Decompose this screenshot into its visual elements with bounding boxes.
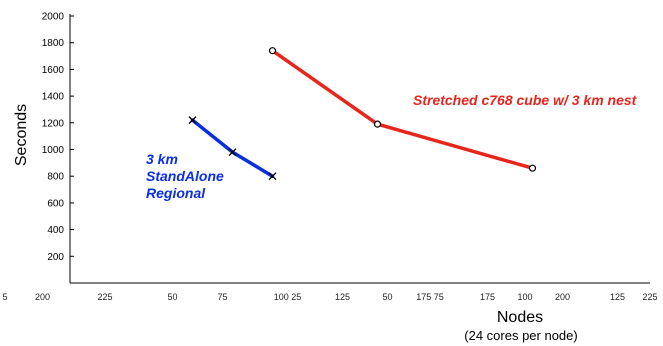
data-point-marker-x [268, 172, 277, 181]
x-axis-title: Nodes [497, 309, 543, 326]
data-point-marker-x [228, 148, 237, 157]
x-tick-label: 125 [335, 292, 350, 302]
y-tick-label: 400 [47, 225, 64, 236]
x-tick-label: 50 [382, 292, 392, 302]
y-tick-label: 1400 [42, 92, 65, 103]
series-line [270, 48, 535, 170]
y-tick-label: 600 [47, 198, 64, 209]
y-tick-label: 800 [47, 172, 64, 183]
y-tick-label: 1600 [42, 65, 65, 76]
x-tick-label: 125 [610, 292, 625, 302]
x-tick-label: 175 75 [416, 292, 444, 302]
x-tick-label: 200 [35, 292, 50, 302]
series-layer [188, 47, 537, 181]
x-tick-label: 100 [517, 292, 532, 302]
x-tick-label: 75 [217, 292, 227, 302]
x-axis-subtitle: (24 cores per node) [464, 328, 577, 343]
data-point-marker-o [528, 164, 537, 172]
series-label: Regional [146, 185, 206, 201]
series-label: 3 km [146, 151, 178, 167]
y-tick-label: 1000 [42, 145, 65, 156]
y-tick-label: 1200 [42, 118, 65, 129]
x-tick-label: 225 [642, 292, 657, 302]
x-tick-label: 100 25 [274, 292, 302, 302]
data-point-marker-o [268, 47, 277, 55]
x-tick-label: 50 [167, 292, 177, 302]
series-label: StandAlone [146, 168, 224, 184]
x-tick-label: 5 [2, 292, 7, 302]
data-point-marker-x [188, 116, 197, 125]
y-axis-title: Seconds [13, 104, 30, 166]
x-tick-label: 225 [97, 292, 112, 302]
x-tick-label: 175 [480, 292, 495, 302]
series-label: Stretched c768 cube w/ 3 km nest [413, 92, 638, 108]
y-tick-label: 2000 [42, 12, 65, 23]
x-tick-labels: 5 200 225 50 75 100 25 125 50 175 75 175 100 200 125… [2, 292, 657, 302]
y-tick-label: 1800 [42, 38, 65, 49]
data-point-marker-o [373, 120, 382, 128]
y-tick-label: 200 [47, 252, 64, 263]
x-tick-label: 200 [555, 292, 570, 302]
y-ticks: 200 400 600 800 1000 1200 1400 1600 1800 2000 [42, 12, 74, 263]
